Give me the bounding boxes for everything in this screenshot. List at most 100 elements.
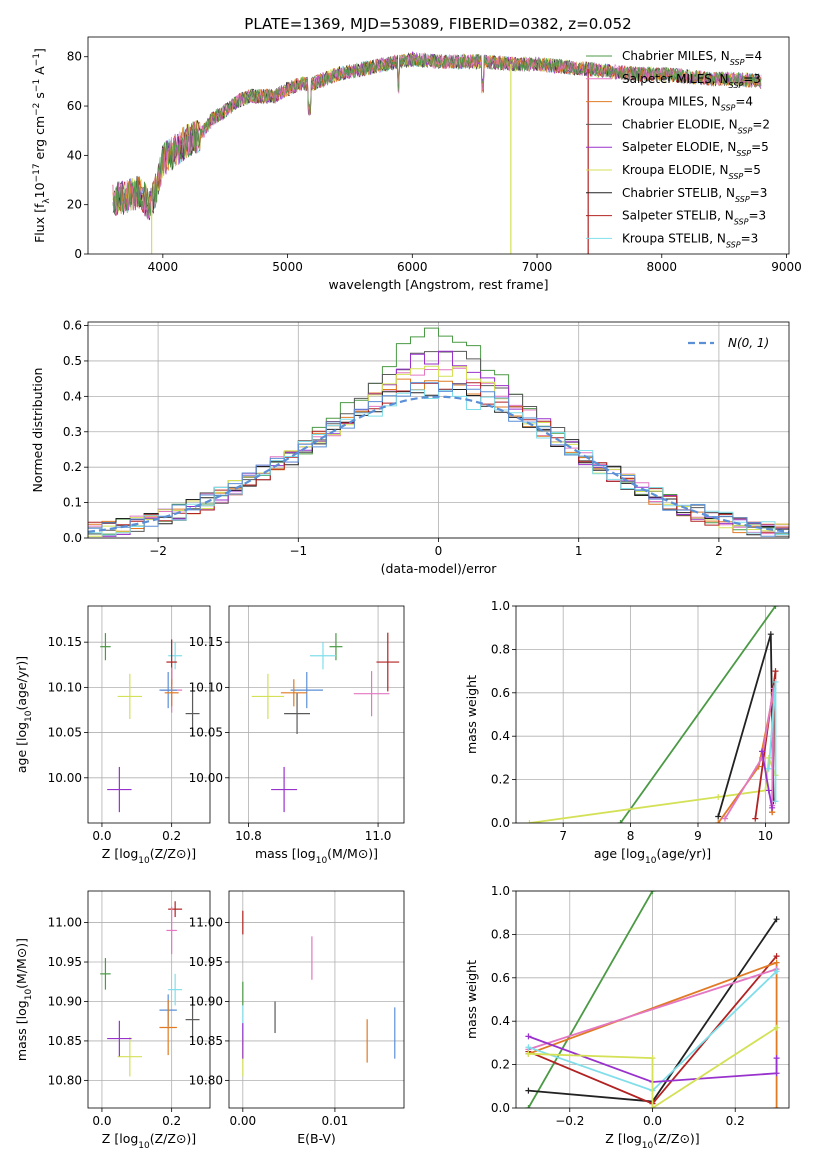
axes-frame xyxy=(87,321,790,539)
x-tick-label: 0.0 xyxy=(643,1114,662,1128)
mass-weight-marker xyxy=(525,1105,532,1108)
mass-weight-series-line xyxy=(724,688,775,820)
mass-weight-marker xyxy=(769,804,776,811)
mass-weight-series-line xyxy=(619,606,777,823)
axes-frame xyxy=(87,36,790,255)
y-tick-label: 0.5 xyxy=(63,354,82,368)
histogram-series xyxy=(88,365,789,537)
x-axis-label: E(B-V) xyxy=(297,1131,336,1146)
y-tick-label: 10.90 xyxy=(189,994,223,1008)
axes-frame xyxy=(87,890,211,1109)
x-tick-label: 2 xyxy=(715,544,723,558)
y-tick-label: 80 xyxy=(67,50,82,64)
axes-frame xyxy=(515,605,790,824)
normal-reference-curve xyxy=(88,395,789,533)
x-axis-label: Z [log10(Z/Z⊙)] xyxy=(605,1131,699,1151)
mass-weight-marker xyxy=(526,820,533,823)
x-tick-label: 5000 xyxy=(272,260,303,274)
histogram-series xyxy=(88,382,789,537)
x-tick-label: 0.2 xyxy=(162,829,181,843)
mass_vs_EBV-panel: 0.00 0.01 10.80 10.85 10.90 10.95 11.00 E(B-V) xyxy=(189,890,405,1146)
y-tick-label: 0.4 xyxy=(491,1014,510,1028)
mass-weight-marker xyxy=(773,959,780,966)
x-tick-label: 1 xyxy=(575,544,583,558)
y-tick-label: 10.85 xyxy=(48,1034,82,1048)
mass-weight-marker xyxy=(767,631,774,638)
y-tick-label: 0.0 xyxy=(491,1101,510,1115)
y-tick-label: 0.0 xyxy=(63,531,82,545)
mass-weight-marker xyxy=(525,1087,532,1094)
mass-weight-series-line xyxy=(529,757,777,823)
axes-frame xyxy=(515,890,790,1109)
y-tick-label: 10.80 xyxy=(189,1073,223,1087)
x-axis-label: Z [log10(Z/Z⊙)] xyxy=(102,846,196,866)
y-tick-label: 10.95 xyxy=(189,955,223,969)
x-tick-label: 4000 xyxy=(148,260,179,274)
y-tick-label: 10.00 xyxy=(48,771,82,785)
histogram-series xyxy=(88,327,789,535)
legend-label: Salpeter ELODIE, NSSP=5 xyxy=(622,140,769,158)
mass-weight-series-line xyxy=(528,968,777,1051)
y-tick-label: 1.0 xyxy=(491,599,510,613)
legend-label: Kroupa ELODIE, NSSP=5 xyxy=(622,163,761,181)
x-tick-label: 8000 xyxy=(646,260,677,274)
mass-weight-marker xyxy=(772,606,779,609)
x-tick-label: 7000 xyxy=(522,260,553,274)
mass-weight-marker xyxy=(752,815,759,822)
y-tick-label: 0.2 xyxy=(491,773,510,787)
legend-label: Chabrier STELIB, NSSP=3 xyxy=(622,186,767,204)
x-tick-label: 0.0 xyxy=(92,829,111,843)
y-tick-label: 0.0 xyxy=(491,816,510,830)
x-axis-label: age [log10(age/yr)] xyxy=(594,846,711,866)
legend-label: Chabrier ELODIE, NSSP=2 xyxy=(622,117,770,135)
x-tick-label: 8 xyxy=(627,829,635,843)
mass-weight-marker xyxy=(773,916,780,923)
x-tick-label: 0.00 xyxy=(229,1114,256,1128)
x-tick-label: −1 xyxy=(289,544,307,558)
mass-weight-marker xyxy=(617,820,624,823)
mass-weight-series-line xyxy=(528,1035,778,1083)
mass-weight-marker xyxy=(525,1050,532,1057)
y-tick-label: 0.1 xyxy=(63,496,82,510)
mass-weight-marker xyxy=(715,820,722,823)
legend-label: Kroupa MILES, NSSP=4 xyxy=(622,95,753,113)
legend-label: Kroupa STELIB, NSSP=3 xyxy=(622,231,758,249)
legend-label: N(0, 1) xyxy=(728,336,769,350)
y-tick-label: 1.0 xyxy=(491,884,510,898)
x-tick-label: 0.2 xyxy=(726,1114,745,1128)
y-tick-label: 0.6 xyxy=(491,971,510,985)
y-tick-label: 10.10 xyxy=(48,680,82,694)
y-tick-label: 10.85 xyxy=(189,1034,223,1048)
y-axis-label: mass [log10(M/M⊙)] xyxy=(14,938,34,1061)
mass-weight-marker xyxy=(772,678,779,685)
y-axis-label: mass weight xyxy=(464,675,479,754)
mass-weight-marker xyxy=(525,1044,532,1051)
x-axis-label: wavelength [Angstrom, rest frame] xyxy=(328,277,548,292)
y-tick-label: 60 xyxy=(67,99,82,113)
mass-weight-series-line xyxy=(527,891,654,1108)
legend-label: Salpeter STELIB, NSSP=3 xyxy=(622,209,766,227)
mass-weight-marker xyxy=(773,1105,780,1108)
spectrum-series-line xyxy=(112,53,762,219)
mass-weight-marker xyxy=(525,1033,532,1040)
histogram-series xyxy=(88,389,789,536)
axes-frame xyxy=(228,605,405,824)
y-tick-label: 11.00 xyxy=(48,916,82,930)
y-tick-label: 0.4 xyxy=(491,729,510,743)
y-tick-label: 0.2 xyxy=(491,1058,510,1072)
x-axis-label: Z [log10(Z/Z⊙)] xyxy=(102,1131,196,1151)
weight_vs_Z-panel: −0.2 0.0 0.2 0.0 0.2 0.4 0.6 0.8 1.0 Z [log10(Z/Z… xyxy=(464,884,790,1151)
x-tick-label: −0.2 xyxy=(555,1114,584,1128)
mass-weight-marker xyxy=(772,798,779,805)
axes-frame xyxy=(87,605,211,824)
mass-weight-marker xyxy=(773,968,780,975)
mass-weight-marker xyxy=(715,793,722,800)
x-tick-label: 7 xyxy=(559,829,567,843)
y-tick-label: 10.80 xyxy=(48,1073,82,1087)
mass-weight-marker xyxy=(765,787,772,794)
x-tick-label: 6000 xyxy=(397,260,428,274)
x-tick-label: 10 xyxy=(758,829,773,843)
axes-frame xyxy=(228,890,405,1109)
y-tick-label: 0 xyxy=(74,247,82,261)
